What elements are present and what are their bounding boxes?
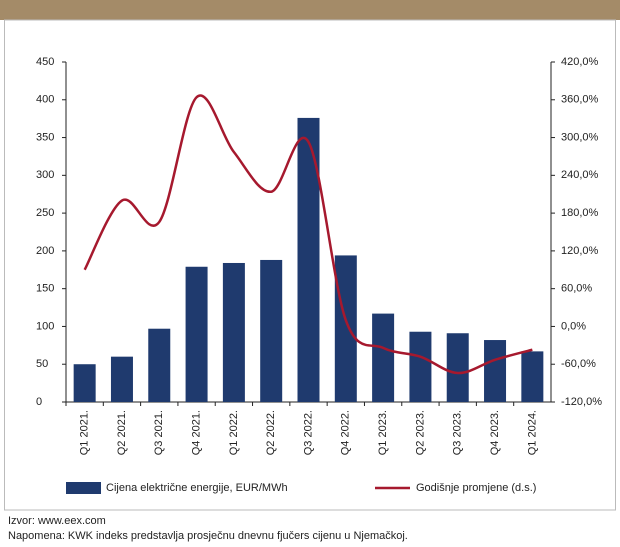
legend-label: Godišnje promjene (d.s.) xyxy=(416,482,536,494)
y2-tick-label: 120,0% xyxy=(561,245,599,257)
x-tick-label: Q1 2024. xyxy=(526,410,538,455)
y2-tick-label: 360,0% xyxy=(561,94,599,106)
y2-tick-label: -60,0% xyxy=(561,358,596,370)
y-tick-label: 100 xyxy=(36,320,54,332)
y-tick-label: 200 xyxy=(36,245,54,257)
bar xyxy=(185,266,208,402)
bar xyxy=(372,313,395,402)
bar xyxy=(110,356,133,402)
y2-tick-label: 60,0% xyxy=(561,283,592,295)
note: Napomena: KWK indeks predstavlja prosječ… xyxy=(8,530,408,542)
x-tick-label: Q1 2021. xyxy=(79,410,91,455)
y2-tick-label: 240,0% xyxy=(561,169,599,181)
x-tick-label: Q1 2022. xyxy=(228,410,240,455)
x-tick-label: Q3 2023. xyxy=(452,410,464,455)
y-tick-label: 150 xyxy=(36,283,54,295)
bar xyxy=(446,333,469,402)
y-tick-label: 0 xyxy=(36,396,42,408)
x-tick-label: Q2 2023. xyxy=(414,410,426,455)
y2-tick-label: 300,0% xyxy=(561,131,599,143)
x-tick-label: Q2 2021. xyxy=(116,410,128,455)
y2-tick-label: 420,0% xyxy=(561,56,599,68)
y-tick-label: 400 xyxy=(36,94,54,106)
bar xyxy=(484,340,507,402)
line xyxy=(83,94,533,375)
legend-swatch xyxy=(66,482,101,494)
x-tick-label: Q4 2023. xyxy=(489,410,501,455)
y-tick-label: 50 xyxy=(36,358,48,370)
x-tick-label: Q3 2021. xyxy=(153,410,165,455)
bar xyxy=(73,364,96,402)
y2-tick-label: -120,0% xyxy=(561,396,602,408)
x-tick-label: Q4 2021. xyxy=(190,410,202,455)
y-tick-label: 450 xyxy=(36,56,54,68)
bar xyxy=(260,259,283,402)
frame xyxy=(4,19,616,511)
y-tick-label: 250 xyxy=(36,207,54,219)
source: Izvor: www.eex.com xyxy=(8,515,106,527)
x-tick-label: Q4 2022. xyxy=(340,410,352,455)
bar xyxy=(521,351,544,402)
bar xyxy=(148,328,171,402)
y2-tick-label: 180,0% xyxy=(561,207,599,219)
x-tick-label: Q1 2023. xyxy=(377,410,389,455)
y-tick-label: 350 xyxy=(36,131,54,143)
y-tick-label: 300 xyxy=(36,169,54,181)
bar xyxy=(409,331,432,402)
bar xyxy=(334,255,357,402)
header-bar xyxy=(0,0,620,20)
y2-tick-label: 0,0% xyxy=(561,320,586,332)
bar xyxy=(297,117,320,403)
x-tick-label: Q3 2022. xyxy=(302,410,314,455)
legend-label: Cijena električne energije, EUR/MWh xyxy=(106,482,288,494)
bar xyxy=(222,262,245,402)
x-tick-label: Q2 2022. xyxy=(265,410,277,455)
